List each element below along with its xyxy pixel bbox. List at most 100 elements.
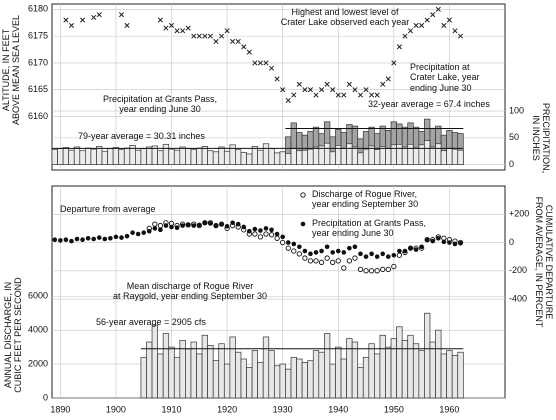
point: [430, 238, 436, 244]
y-tick-label: 6170: [28, 57, 48, 67]
point: [357, 92, 364, 98]
series-label-box: Precipitation at Grants Pass, year endin…: [102, 94, 218, 115]
annotation: Departure from average: [60, 204, 156, 214]
point: [196, 222, 202, 228]
average-label-group: 32-year average = 67.4 inches: [368, 99, 490, 109]
step-bar: [240, 151, 247, 165]
point: [258, 228, 263, 233]
point: [152, 226, 158, 231]
point: [302, 248, 308, 254]
point: [219, 221, 224, 227]
point: [458, 240, 463, 246]
point: [91, 14, 97, 20]
step-bar: [429, 341, 436, 399]
y2-axis-title-box: CUMULATIVE DEPARTURE FROM AVERAGE, IN PE…: [533, 196, 554, 328]
point: [85, 235, 91, 241]
point: [63, 237, 69, 243]
step-bar: [407, 334, 414, 399]
point: [224, 223, 230, 229]
x-tick-label: 1930: [273, 404, 293, 414]
series-label-group: Precipitation at Grants Pass, year endin…: [102, 94, 218, 115]
point: [124, 233, 130, 239]
step-bar: [446, 148, 453, 165]
point: [313, 92, 319, 98]
step-bar: [51, 149, 58, 165]
step-bar: [329, 151, 336, 165]
point: [96, 12, 102, 18]
step-bar: [257, 149, 264, 165]
step-bar: [374, 149, 381, 165]
point: [430, 12, 436, 18]
y-tick-label: 2000: [28, 358, 48, 368]
point: [285, 245, 291, 251]
step-bar: [223, 363, 231, 399]
point: [268, 65, 275, 71]
step-bar: [285, 368, 292, 399]
point: [252, 60, 258, 66]
step-bar: [457, 351, 464, 399]
y-tick-label: 6165: [28, 84, 48, 94]
point: [235, 221, 241, 227]
point: [291, 92, 297, 98]
step-bar: [329, 363, 336, 399]
series-label-box: Mean discharge of Rogue River at Raygold…: [113, 281, 267, 301]
point: [313, 250, 319, 255]
step-bar: [412, 147, 420, 165]
step-bar: [335, 346, 342, 399]
point: [108, 235, 113, 241]
point: [191, 223, 197, 228]
series-label: Precipitation at Grants Pass, year endin…: [102, 94, 218, 115]
point: [263, 231, 269, 237]
y2-axis-title: CUMULATIVE DEPARTURE FROM AVERAGE, IN PE…: [533, 196, 554, 328]
point: [368, 268, 375, 274]
point: [180, 223, 185, 228]
point: [113, 234, 119, 240]
point: [168, 22, 175, 28]
step-bar: [262, 143, 270, 165]
point: [169, 224, 174, 230]
series-label-box: Discharge of Rogue River, year ending Se…: [312, 189, 418, 209]
point: [346, 258, 353, 264]
point: [180, 28, 186, 34]
point: [324, 255, 330, 261]
point: [391, 252, 397, 258]
point: [230, 220, 235, 226]
point: [435, 6, 441, 12]
point: [191, 33, 197, 39]
series-label-group: Discharge of Rogue River, year ending Se…: [312, 189, 418, 209]
point: [424, 17, 430, 23]
point: [380, 81, 386, 87]
point: [96, 235, 102, 240]
point: [296, 251, 302, 257]
series-label-box: Precipitation at Grants Pass, year endin…: [312, 218, 426, 238]
step-bar: [340, 358, 347, 399]
y2-tick-label: 0: [509, 159, 514, 169]
point: [352, 255, 358, 261]
step-bar: [418, 350, 425, 399]
point: [63, 17, 69, 23]
point: [163, 25, 169, 31]
step-bar: [357, 152, 364, 165]
step-bar: [396, 143, 403, 165]
point: [441, 22, 447, 28]
point: [358, 251, 363, 257]
y-axis-title-group: ALTITUDE, IN FEET ABOVE MEAN SEA LEVEL: [1, 15, 21, 125]
point: [207, 33, 213, 39]
step-bar: [379, 334, 386, 399]
point: [374, 254, 380, 259]
point: [235, 38, 241, 45]
series-label-group: Precipitation at Grants Pass, year endin…: [312, 218, 426, 238]
point: [341, 92, 347, 98]
step-bar: [440, 150, 447, 165]
step-bar: [390, 144, 397, 165]
average-label-group: 56-year average = 2905 cfs: [96, 317, 206, 327]
step-bar: [440, 353, 447, 399]
y-tick-label: 0: [43, 392, 48, 402]
point: [380, 251, 386, 257]
point: [269, 227, 274, 233]
point: [252, 226, 258, 232]
point: [297, 244, 302, 250]
step-bar: [385, 148, 392, 165]
point: [424, 237, 430, 243]
point: [385, 254, 391, 259]
